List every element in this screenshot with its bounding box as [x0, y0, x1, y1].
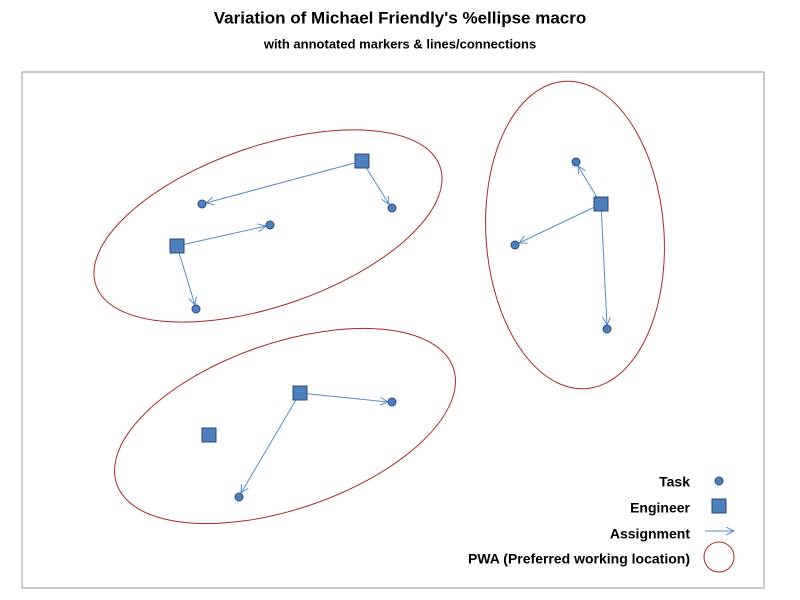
task-marker: [387, 203, 397, 213]
task-marker: [191, 304, 201, 314]
assignments: [176, 160, 607, 493]
legend-symbol: [711, 498, 727, 514]
engineer-marker: [292, 385, 308, 401]
legend-symbol: [703, 541, 735, 573]
assignment-arrow: [299, 392, 388, 402]
legend-label: Engineer: [630, 500, 690, 516]
legend-label: PWA (Preferred working location): [468, 551, 690, 567]
pwa-ellipse: [114, 327, 456, 525]
task-marker: [265, 220, 275, 230]
tasks: [191, 157, 612, 502]
assignment-arrow: [241, 392, 301, 493]
task-marker: [510, 240, 520, 250]
assignment-arrow: [600, 203, 607, 325]
task-marker: [197, 199, 207, 209]
legend-label: Assignment: [610, 526, 690, 542]
engineer-marker: [354, 153, 370, 169]
pwa-ellipse: [93, 129, 443, 323]
assignment-arrow: [176, 226, 266, 247]
assignment-arrow: [206, 160, 363, 203]
engineer-marker: [593, 196, 609, 212]
legend: Task Engineer Assignment PWA (Preferred …: [468, 474, 735, 573]
task-marker: [602, 324, 612, 334]
task-marker: [571, 157, 581, 167]
title: Variation of Michael Friendly's %ellipse…: [214, 8, 587, 27]
engineers: [169, 153, 609, 443]
task-marker: [234, 492, 244, 502]
engineer-marker: [201, 427, 217, 443]
legend-symbol: [714, 476, 724, 486]
assignment-arrow: [519, 203, 602, 243]
task-marker: [387, 397, 397, 407]
engineer-marker: [169, 238, 185, 254]
subtitle: with annotated markers & lines/connectio…: [263, 36, 536, 51]
plot-frame: [21, 71, 765, 589]
pwa-ellipse: [485, 80, 665, 390]
assignment-arrow: [176, 245, 195, 305]
legend-label: Task: [659, 474, 690, 490]
